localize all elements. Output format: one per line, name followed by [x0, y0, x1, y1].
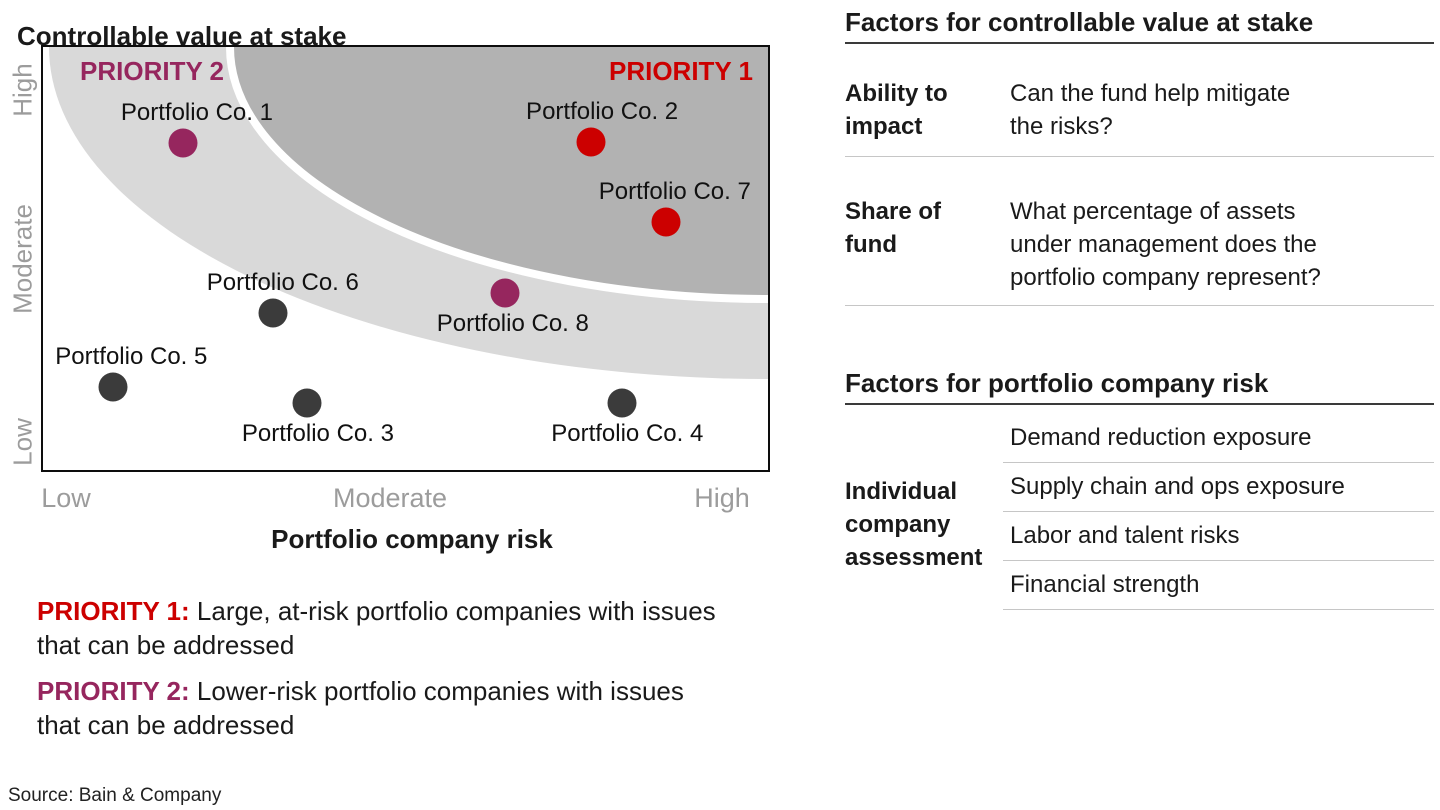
- factor-label: Share of fund: [845, 198, 942, 258]
- risk-factor-item: Financial strength: [1003, 561, 1434, 610]
- data-point-label: Portfolio Co. 7: [598, 178, 751, 206]
- data-point-portfolio-co-5: [98, 372, 128, 402]
- priority-2-definition: PRIORITY 2: Lower-risk portfolio compani…: [37, 674, 727, 742]
- priority-2-term: PRIORITY 2:: [37, 676, 190, 706]
- data-point-label: Portfolio Co. 5: [55, 343, 208, 371]
- data-point-portfolio-co-6: [258, 298, 288, 328]
- risk-factor-list: Demand reduction exposure Supply chain a…: [1003, 404, 1434, 610]
- data-point-portfolio-co-3: [292, 388, 322, 418]
- data-point-label: Portfolio Co. 6: [206, 269, 359, 297]
- priority-1-region-label: PRIORITY 1: [608, 56, 753, 86]
- y-tick-moderate: Moderate: [7, 204, 38, 314]
- data-point-portfolio-co-2: [576, 127, 606, 157]
- factors-risk-title: Factors for portfolio company risk: [845, 368, 1269, 398]
- priority-1-region: [226, 47, 768, 303]
- factor-label-individual-company-assessment: Individual company assessment: [845, 478, 983, 571]
- data-point-label: Portfolio Co. 1: [120, 99, 273, 127]
- priority-legend: PRIORITY 1: Large, at-risk portfolio com…: [37, 594, 727, 742]
- factor-row-ability-to-impact: Ability to impact Can the fund help miti…: [845, 77, 1434, 143]
- priority-bands: [43, 47, 768, 470]
- priority-2-text: Lower-risk portfolio companies with issu…: [37, 676, 684, 740]
- x-tick-low: Low: [41, 483, 91, 513]
- risk-factor-item: Labor and talent risks: [1003, 512, 1434, 561]
- x-axis-title: Portfolio company risk: [271, 524, 553, 554]
- data-point-portfolio-co-8: [490, 278, 520, 308]
- priority-1-text: Large, at-risk portfolio companies with …: [37, 596, 716, 660]
- x-tick-high: High: [694, 483, 750, 513]
- factors-panel: Factors for controllable value at stake …: [845, 7, 1434, 667]
- data-point-portfolio-co-4: [607, 388, 637, 418]
- data-point-label: Portfolio Co. 2: [526, 98, 679, 126]
- y-tick-high: High: [7, 63, 38, 117]
- divider: [845, 42, 1434, 44]
- source-note: Source: Bain & Company: [8, 785, 222, 806]
- risk-factor-item: Supply chain and ops exposure: [1003, 463, 1434, 512]
- scatter-plot: PRIORITY 1 PRIORITY 2 Portfolio Co. 1 Por…: [41, 45, 770, 472]
- divider: [845, 403, 1434, 405]
- factor-question: What percentage of assets under manageme…: [1010, 198, 1321, 291]
- data-point-label: Portfolio Co. 3: [241, 420, 394, 448]
- data-point-portfolio-co-1: [168, 128, 198, 158]
- divider: [845, 305, 1434, 306]
- data-point-label: Portfolio Co. 8: [436, 310, 589, 338]
- factor-row-share-of-fund: Share of fund What percentage of assets …: [845, 195, 1434, 294]
- x-tick-moderate: Moderate: [332, 483, 448, 513]
- divider: [845, 156, 1434, 157]
- priority-2-region-label: PRIORITY 2: [80, 56, 225, 86]
- data-point-portfolio-co-7: [651, 207, 681, 237]
- data-point-label: Portfolio Co. 4: [551, 420, 704, 448]
- risk-factor-item: Demand reduction exposure: [1003, 414, 1434, 463]
- priority-1-definition: PRIORITY 1: Large, at-risk portfolio com…: [37, 594, 727, 662]
- factor-question: Can the fund help mitigate the risks?: [1010, 80, 1291, 140]
- y-tick-low: Low: [7, 418, 38, 466]
- factors-value-title: Factors for controllable value at stake: [845, 7, 1314, 37]
- factor-label: Ability to impact: [845, 80, 948, 140]
- priority-1-term: PRIORITY 1:: [37, 596, 190, 626]
